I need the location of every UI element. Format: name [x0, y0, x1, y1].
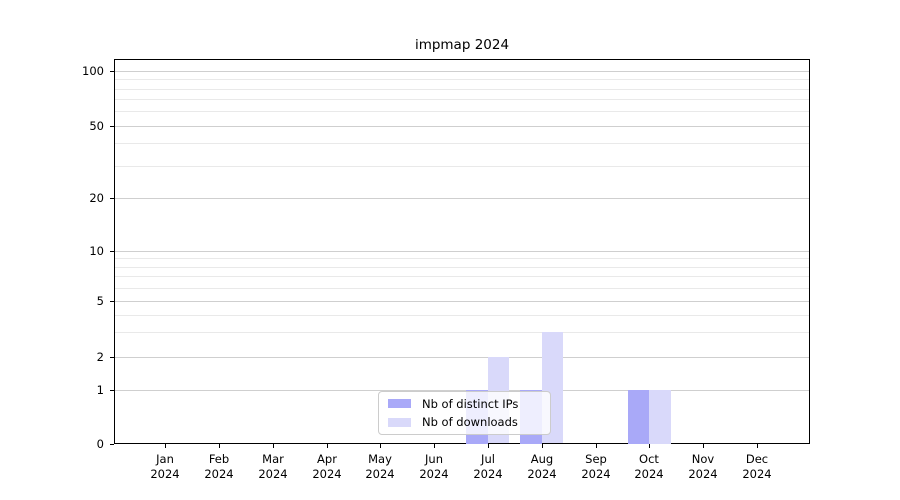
gridline-minor: [115, 166, 809, 167]
y-tick-label: 20: [89, 191, 104, 205]
gridline-minor: [115, 314, 809, 316]
x-tick-mark: [219, 444, 220, 448]
year-label: 2024: [634, 467, 664, 481]
gridline-minor: [115, 332, 809, 334]
month-label: Feb: [208, 452, 230, 466]
gridline-major: [115, 125, 809, 127]
month-label: Mar: [262, 452, 284, 466]
year-label: 2024: [204, 467, 234, 481]
legend: Nb of distinct IPs Nb of downloads: [378, 391, 551, 435]
y-tick-label: 2: [96, 350, 104, 364]
year-label: 2024: [581, 467, 611, 481]
month-label: Sep: [585, 452, 607, 466]
y-tick-label: 100: [82, 64, 104, 78]
x-tick-mark: [380, 444, 381, 448]
x-tick-mark: [273, 444, 274, 448]
y-tick-mark: [110, 390, 114, 391]
x-tick-label: Oct 2024: [619, 452, 679, 482]
y-tick-label: 1: [96, 383, 104, 397]
y-tick-mark: [110, 301, 114, 302]
gridline-major: [115, 198, 809, 199]
gridline-major: [115, 390, 809, 391]
x-tick-label: Jul 2024: [458, 452, 518, 482]
x-tick-label: Aug 2024: [512, 452, 572, 482]
year-label: 2024: [688, 467, 718, 481]
x-tick-mark: [488, 444, 489, 448]
y-tick-mark: [110, 71, 114, 72]
bar-downloads: [649, 390, 671, 444]
gridline-minor: [115, 99, 809, 101]
x-tick-label: Mar 2024: [243, 452, 303, 482]
x-tick-mark: [649, 444, 650, 448]
year-label: 2024: [742, 467, 772, 481]
x-tick-label: Dec 2024: [727, 452, 787, 482]
gridline-major: [115, 250, 809, 252]
y-tick-mark: [110, 251, 114, 252]
y-tick-label: 10: [89, 244, 104, 258]
year-label: 2024: [150, 467, 180, 481]
bar-distinct-ips: [627, 390, 650, 444]
month-label: Apr: [317, 452, 337, 466]
x-tick-mark: [596, 444, 597, 448]
month-label: Jul: [481, 452, 495, 466]
legend-label-downloads: Nb of downloads: [422, 415, 518, 430]
y-tick-label: 5: [96, 294, 104, 308]
x-tick-mark: [757, 444, 758, 448]
year-label: 2024: [419, 467, 449, 481]
x-tick-label: Apr 2024: [297, 452, 357, 482]
legend-swatch-downloads: [388, 417, 411, 427]
x-tick-label: Sep 2024: [566, 452, 626, 482]
legend-swatch-distinct-ips: [388, 399, 411, 409]
x-tick-mark: [542, 444, 543, 448]
x-tick-mark: [703, 444, 704, 448]
month-label: Jan: [156, 452, 174, 466]
gridline-minor: [115, 111, 809, 113]
x-tick-mark: [165, 444, 166, 448]
plot-area: [114, 59, 810, 444]
legend-label-distinct-ips: Nb of distinct IPs: [422, 396, 519, 411]
x-tick-label: Feb 2024: [189, 452, 249, 482]
gridline-major: [115, 301, 809, 302]
month-label: Jun: [425, 452, 443, 466]
x-tick-label: Jan 2024: [135, 452, 195, 482]
x-tick-label: Jun 2024: [404, 452, 464, 482]
gridline-minor: [115, 276, 809, 278]
month-label: May: [368, 452, 392, 466]
y-tick-mark: [110, 357, 114, 358]
legend-entry-downloads: Nb of downloads: [388, 415, 541, 431]
y-tick-label: 0: [96, 437, 104, 451]
year-label: 2024: [312, 467, 342, 481]
gridline-major: [115, 71, 809, 72]
month-label: Dec: [745, 452, 769, 466]
month-label: Nov: [691, 452, 715, 466]
x-tick-label: Nov 2024: [673, 452, 733, 482]
y-tick-label: 50: [89, 119, 104, 133]
gridline-major: [115, 356, 809, 358]
year-label: 2024: [258, 467, 288, 481]
y-tick-mark: [110, 198, 114, 199]
year-label: 2024: [473, 467, 503, 481]
month-label: Oct: [639, 452, 659, 466]
gridline-minor: [115, 88, 809, 90]
gridline-minor: [115, 287, 809, 289]
y-tick-mark: [110, 126, 114, 127]
month-label: Aug: [530, 452, 554, 466]
x-tick-mark: [327, 444, 328, 448]
gridline-minor: [115, 143, 809, 145]
chart-title: impmap 2024: [414, 37, 510, 53]
x-tick-mark: [434, 444, 435, 448]
gridline-minor: [115, 258, 809, 260]
y-tick-mark: [110, 444, 114, 445]
year-label: 2024: [365, 467, 395, 481]
year-label: 2024: [527, 467, 557, 481]
gridline-minor: [115, 266, 809, 268]
x-tick-label: May 2024: [350, 452, 410, 482]
legend-entry-distinct-ips: Nb of distinct IPs: [388, 396, 541, 412]
gridline-minor: [115, 79, 809, 81]
